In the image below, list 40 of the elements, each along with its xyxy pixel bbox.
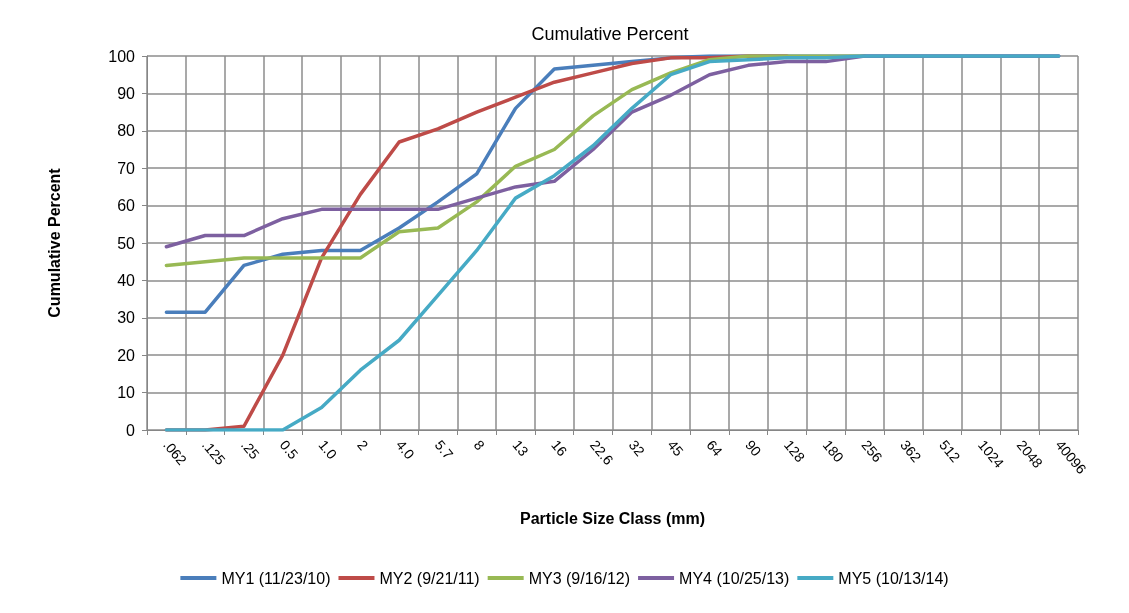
x-tick-label: .125 [199,436,229,469]
x-tick-label: 1.0 [315,436,341,463]
y-tick-label: 40 [117,271,136,289]
y-tick-label: 50 [117,234,136,252]
y-tick-label: 30 [117,309,136,327]
x-tick-label: 256 [858,436,886,466]
y-tick-label: 20 [117,346,136,364]
x-tick-label: 362 [897,436,925,466]
x-tick-label: 32 [625,436,649,460]
y-tick-label: 60 [117,197,136,215]
line-series [164,54,1061,432]
x-tick-label: 128 [780,436,809,466]
y-tick-label: 100 [108,47,136,65]
y-tick-label: 90 [117,84,136,102]
x-axis-title: Particle Size Class (mm) [520,509,705,527]
y-tick-label: 80 [117,122,136,140]
x-tick-label: 8 [470,436,488,454]
x-tick-label: 2 [354,436,372,454]
legend-label: MY3 (9/16/12) [528,569,631,587]
y-tick-label: 0 [126,421,136,439]
y-axis-title: Cumulative Percent [45,167,63,318]
legend-label: MY2 (9/21/11) [379,569,480,587]
legend-label: MY1 (11/23/10) [221,569,331,587]
x-tick-label: 4.0 [393,436,418,463]
x-tick-label: 45 [664,436,687,460]
y-tick-label: 10 [117,384,136,402]
x-tick-label: 5.7 [431,436,457,463]
x-tick-label: 0.5 [276,436,302,463]
x-tick-label: 512 [936,436,964,466]
x-tick-label: 180 [819,436,848,466]
x-tick-label: 64 [703,436,726,460]
x-tick-label: .25 [237,436,263,463]
x-tick-label: .062 [160,436,191,469]
legend-label: MY5 (10/13/14) [838,569,949,587]
x-tick-label: 13 [509,436,532,460]
y-tick-label: 70 [117,159,136,177]
legend-label: MY4 (10/25/13) [679,569,790,587]
chart-title: Cumulative Percent [531,24,689,44]
x-tick-label: 16 [548,436,571,460]
x-tick-label: 90 [742,436,765,460]
